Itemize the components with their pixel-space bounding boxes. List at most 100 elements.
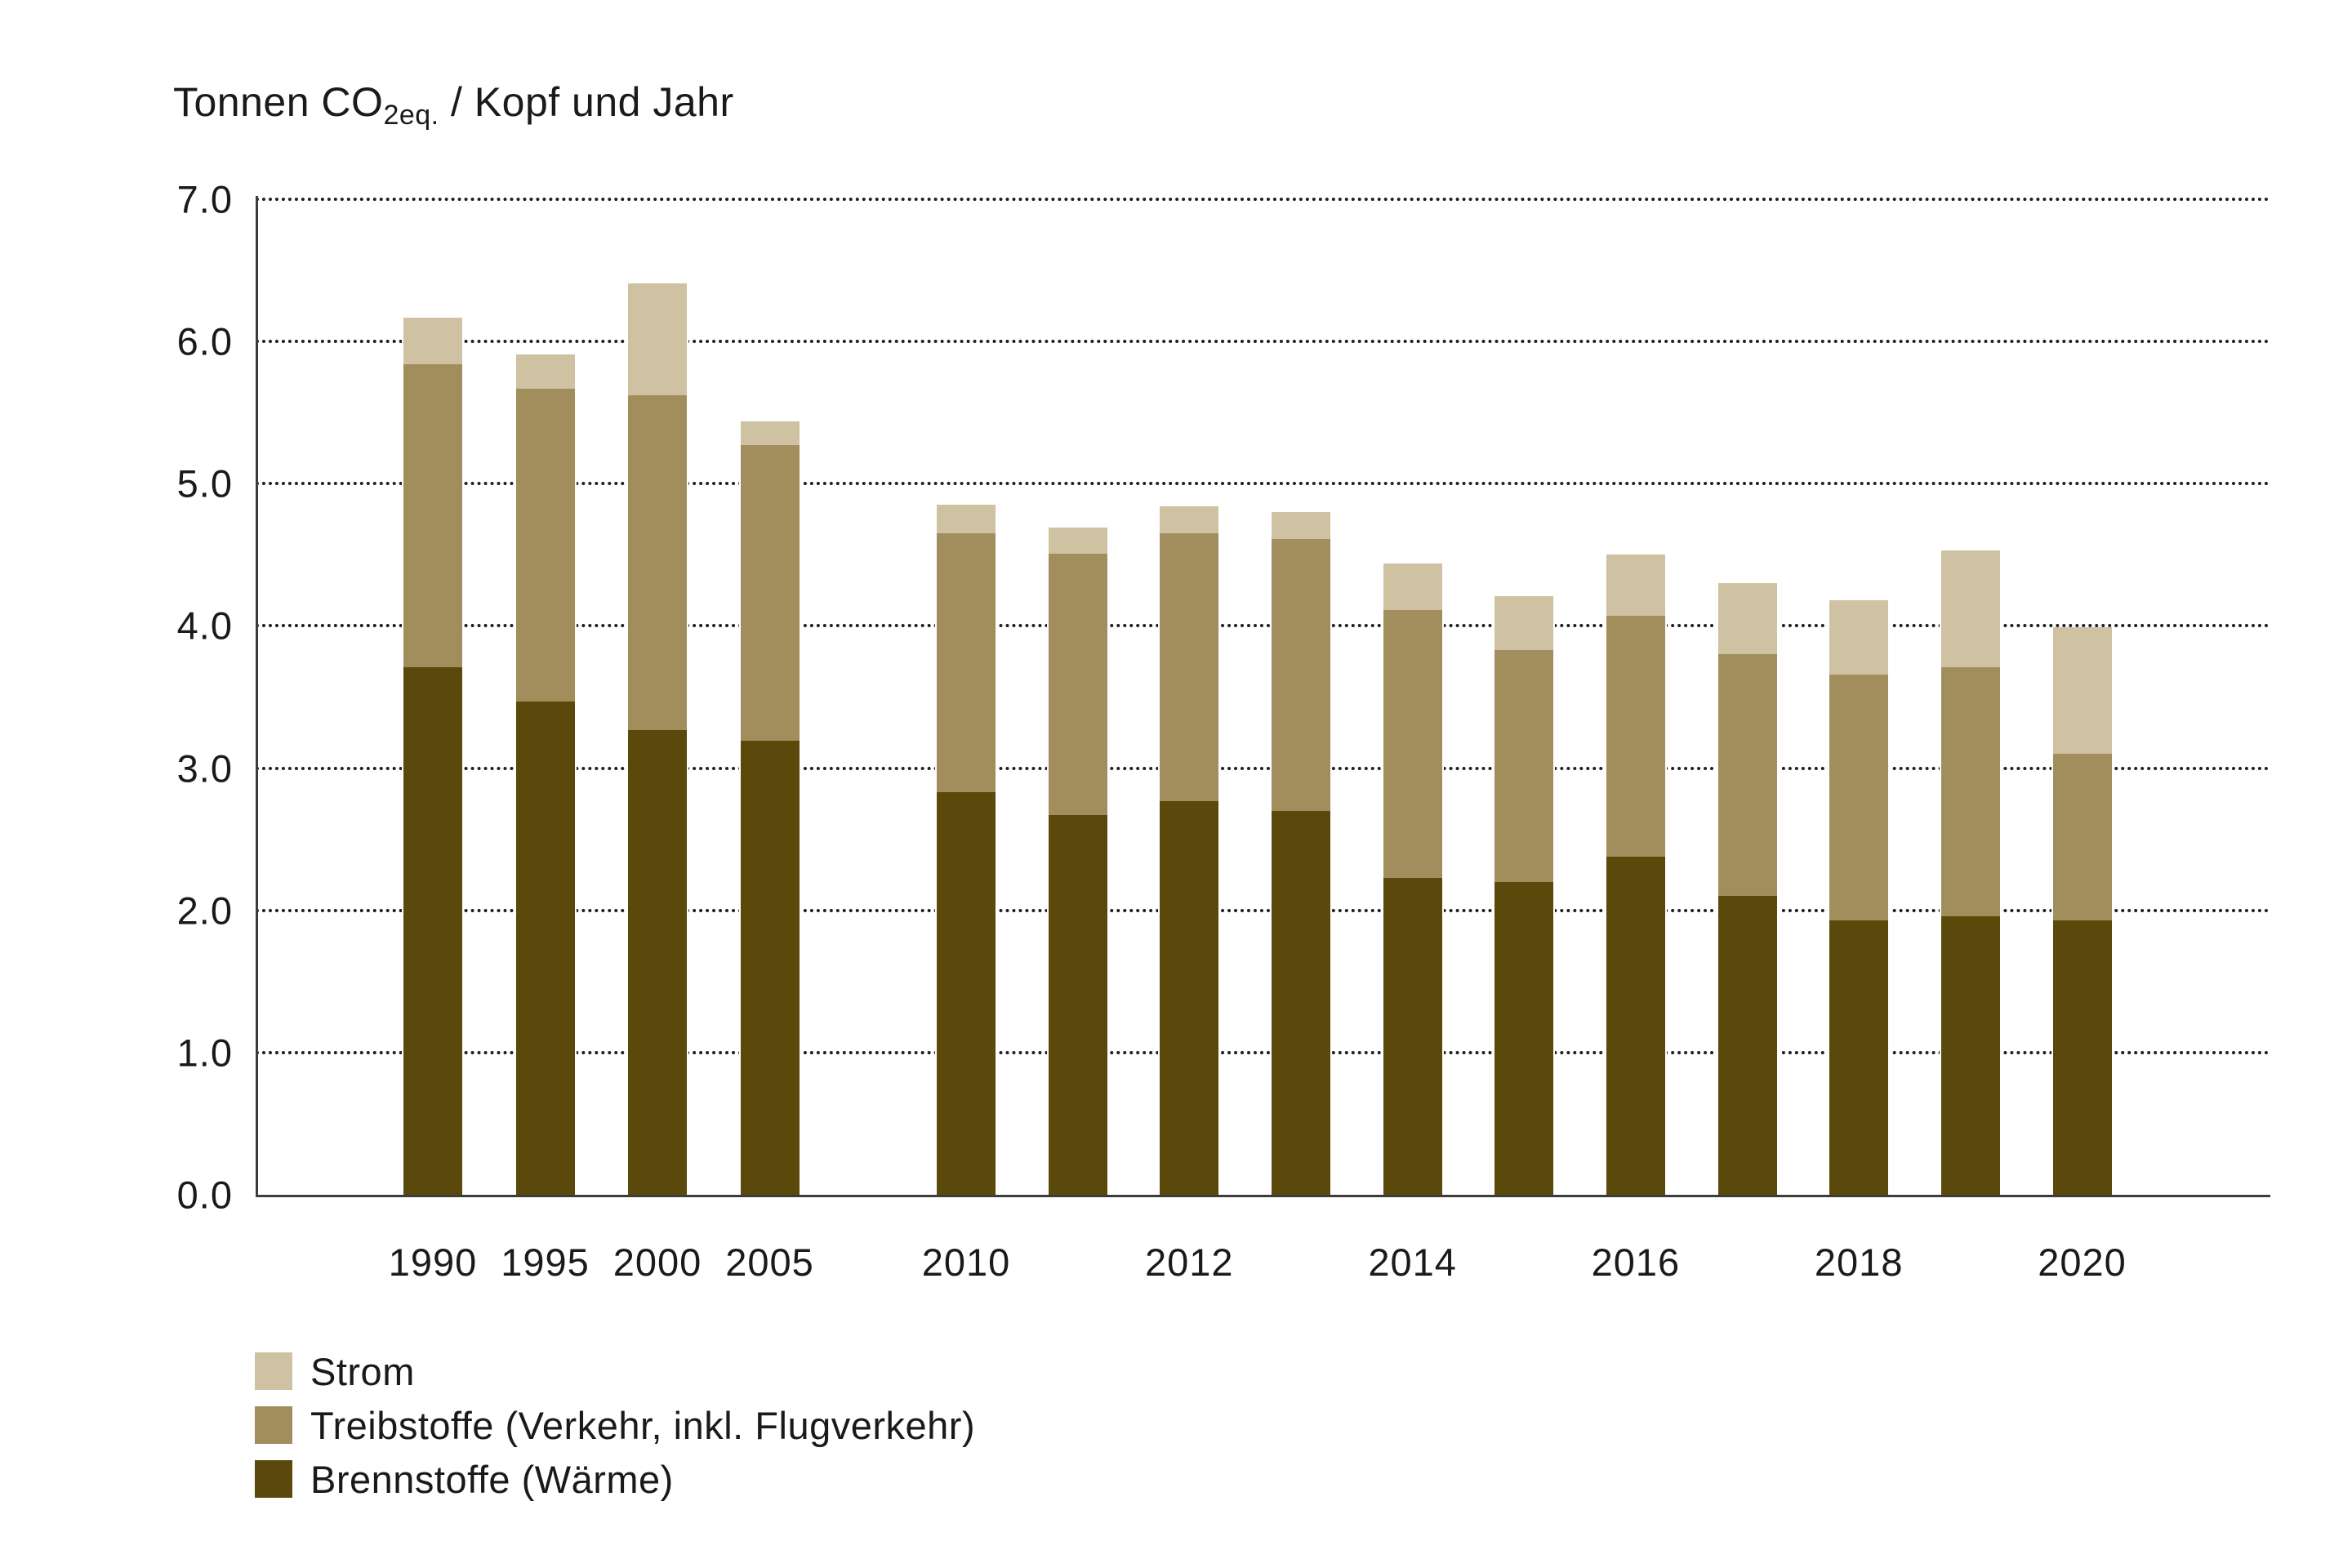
bar-segment-treibstoffe-2017	[1717, 654, 1777, 897]
bar-segment-brennstoffe-2013	[1271, 810, 1330, 1195]
bar-2005	[738, 421, 801, 1195]
bar-segment-brennstoffe-2012	[1160, 800, 1219, 1195]
bar-segment-strom-1990	[403, 317, 462, 364]
gridline-6.0	[256, 340, 2270, 344]
x-tick-label-2000: 2000	[612, 1241, 702, 1284]
bar-2020	[2051, 627, 2114, 1195]
y-tick-label-3.0: 3.0	[176, 746, 233, 791]
bar-segment-brennstoffe-2014	[1383, 877, 1442, 1195]
y-tick-label-2.0: 2.0	[176, 889, 233, 933]
legend-label-2: Brennstoffe (Wärme)	[310, 1457, 674, 1501]
bar-segment-treibstoffe-2013	[1271, 539, 1330, 811]
gridline-3.0	[256, 766, 2270, 770]
bar-segment-treibstoffe-1990	[403, 364, 462, 667]
legend-item-2: Brennstoffe (Wärme)	[255, 1458, 975, 1501]
x-tick-label-2018: 2018	[1814, 1241, 1904, 1284]
x-tick-label-2012: 2012	[1145, 1241, 1234, 1284]
x-tick-label-1990: 1990	[388, 1241, 478, 1284]
bar-2013	[1269, 512, 1332, 1195]
bar-2018	[1828, 600, 1891, 1195]
bar-segment-strom-2013	[1271, 512, 1330, 540]
bar-2015	[1493, 595, 1556, 1195]
legend-swatch-2	[255, 1460, 292, 1498]
legend-item-0: Strom	[255, 1350, 975, 1393]
bar-2000	[626, 283, 688, 1195]
x-tick-label-2010: 2010	[921, 1241, 1011, 1284]
y-tick-label-0.0: 0.0	[176, 1173, 233, 1217]
bar-segment-strom-2015	[1494, 595, 1554, 651]
x-tick-label-2014: 2014	[1368, 1241, 1457, 1284]
bar-1995	[514, 354, 577, 1195]
bar-segment-brennstoffe-2016	[1606, 856, 1665, 1195]
bar-segment-brennstoffe-2005	[740, 741, 800, 1195]
y-tick-label-1.0: 1.0	[176, 1031, 233, 1075]
bar-segment-treibstoffe-2012	[1160, 533, 1219, 801]
bar-segment-strom-2016	[1606, 555, 1665, 617]
bar-segment-treibstoffe-2020	[2052, 754, 2112, 920]
y-tick-label-5.0: 5.0	[176, 461, 233, 506]
x-tick-label-2005: 2005	[725, 1241, 814, 1284]
gridline-4.0	[256, 624, 2270, 628]
bar-segment-brennstoffe-1990	[403, 666, 462, 1195]
gridline-1.0	[256, 1050, 2270, 1054]
bar-segment-treibstoffe-2010	[937, 533, 996, 793]
legend-swatch-0	[255, 1352, 292, 1390]
bar-2017	[1716, 583, 1779, 1195]
x-tick-label-2016: 2016	[1591, 1241, 1681, 1284]
bar-segment-brennstoffe-2015	[1494, 881, 1554, 1195]
chart-legend: Strom Treibstoffe (Verkehr, inkl. Flugver…	[255, 1350, 975, 1514]
bar-segment-brennstoffe-2011	[1048, 815, 1107, 1195]
bar-2014	[1381, 563, 1444, 1195]
gridline-2.0	[256, 908, 2270, 912]
bar-segment-strom-2018	[1829, 600, 1889, 675]
chart-title-suffix: / Kopf und Jahr	[439, 79, 734, 125]
bar-2010	[935, 505, 997, 1195]
chart-title: Tonnen CO2eq. / Kopf und Jahr	[173, 78, 734, 131]
bar-2019	[1939, 550, 2002, 1195]
legend-swatch-1	[255, 1406, 292, 1444]
x-axis-line	[256, 1195, 2270, 1197]
bar-segment-strom-2005	[740, 421, 800, 446]
bar-2016	[1604, 555, 1667, 1195]
bar-segment-treibstoffe-2016	[1606, 616, 1665, 857]
bar-segment-strom-2017	[1717, 583, 1777, 655]
legend-label-1: Treibstoffe (Verkehr, inkl. Flugverkehr)	[310, 1403, 976, 1447]
bar-segment-strom-2010	[937, 505, 996, 534]
y-tick-label-4.0: 4.0	[176, 604, 233, 648]
bar-segment-strom-2020	[2052, 627, 2112, 755]
bar-segment-strom-1995	[515, 354, 575, 389]
bar-segment-treibstoffe-2014	[1383, 610, 1442, 878]
bar-segment-brennstoffe-2019	[1940, 915, 2000, 1195]
chart-title-subscript: 2eq.	[383, 100, 439, 131]
bar-segment-treibstoffe-2005	[740, 445, 800, 742]
y-axis-line	[256, 196, 258, 1197]
legend-item-1: Treibstoffe (Verkehr, inkl. Flugverkehr)	[255, 1404, 975, 1447]
gridline-7.0	[256, 198, 2270, 201]
bar-segment-brennstoffe-2000	[628, 729, 687, 1195]
gridline-5.0	[256, 482, 2270, 486]
chart-title-prefix: Tonnen CO	[173, 79, 384, 125]
bar-segment-treibstoffe-2015	[1494, 650, 1554, 882]
bar-segment-strom-2014	[1383, 563, 1442, 611]
bar-segment-brennstoffe-2020	[2052, 920, 2112, 1195]
bar-segment-treibstoffe-2011	[1048, 553, 1107, 816]
bar-segment-brennstoffe-2018	[1829, 920, 1889, 1195]
y-tick-label-6.0: 6.0	[176, 319, 233, 363]
bar-segment-treibstoffe-2000	[628, 395, 687, 730]
bar-segment-strom-2011	[1048, 528, 1107, 554]
x-tick-label-1995: 1995	[501, 1241, 590, 1284]
x-tick-label-2020: 2020	[2038, 1241, 2127, 1284]
bar-segment-strom-2019	[1940, 550, 2000, 667]
bar-segment-brennstoffe-1995	[515, 701, 575, 1195]
bar-2011	[1046, 528, 1109, 1195]
bar-segment-treibstoffe-2018	[1829, 674, 1889, 920]
bar-segment-brennstoffe-2010	[937, 792, 996, 1195]
legend-label-0: Strom	[310, 1349, 415, 1393]
bar-segment-treibstoffe-2019	[1940, 666, 2000, 916]
bar-segment-strom-2000	[628, 283, 687, 396]
y-tick-label-7.0: 7.0	[176, 177, 233, 221]
bar-2012	[1158, 506, 1221, 1195]
bar-segment-brennstoffe-2017	[1717, 896, 1777, 1195]
bar-1990	[402, 317, 464, 1195]
